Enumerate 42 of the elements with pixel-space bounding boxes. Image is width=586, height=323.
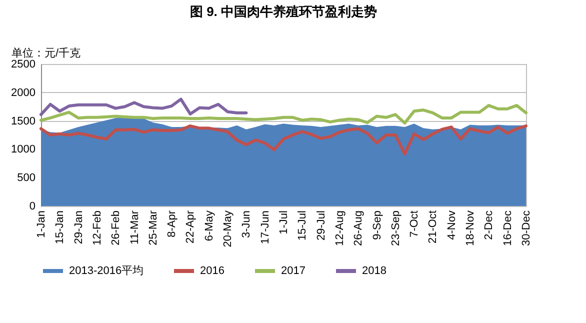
y-tick-label: 1000 xyxy=(11,144,36,156)
x-tick-label: 15-Jul xyxy=(296,210,309,240)
x-tick-label: 26-Aug xyxy=(352,210,365,246)
x-tick-label: 6-May xyxy=(203,210,216,242)
x-tick-label: 29-Jul xyxy=(315,210,328,240)
x-tick-label: 25-Mar xyxy=(147,210,160,246)
legend-label: 2018 xyxy=(362,265,386,277)
x-tick-label: 2-Dec xyxy=(483,210,496,240)
x-tick-label: 29-Jan xyxy=(72,210,85,244)
x-tick-label: 11-Mar xyxy=(128,210,141,245)
line-series xyxy=(40,124,528,156)
x-tick-label: 21-Oct xyxy=(427,210,440,244)
y-tick-label: 1500 xyxy=(11,115,36,128)
x-tick-label: 1-Jan xyxy=(36,210,48,238)
line-series xyxy=(40,104,528,125)
line-series xyxy=(40,98,248,116)
y-tick-label: 500 xyxy=(17,172,36,184)
y-axis-title: 单位：元/千克 xyxy=(12,46,81,60)
x-tick-label: 12-Aug xyxy=(334,210,346,246)
x-tick-label: 7-Oct xyxy=(408,210,421,238)
x-tick-label: 12-Feb xyxy=(91,210,104,246)
legend-label: 2016 xyxy=(200,265,224,277)
x-tick-label: 23-Sep xyxy=(390,210,402,246)
x-tick-label: 22-Apr xyxy=(184,210,197,244)
x-tick-label: 16-Dec xyxy=(502,210,514,246)
x-tick-label: 26-Feb xyxy=(110,210,122,246)
chart-title: 图 9. 中国肉牛养殖环节盈利走势 xyxy=(190,4,378,19)
y-tick-label: 2500 xyxy=(11,58,36,70)
legend-label: 2013-2016平均 xyxy=(69,265,144,277)
x-tick-label: 18-Nov xyxy=(464,210,477,246)
x-tick-label: 9-Sep xyxy=(371,210,384,240)
x-tick-label: 1-Jul xyxy=(278,210,290,234)
x-tick-label: 4-Nov xyxy=(446,210,458,240)
x-tick-label: 30-Dec xyxy=(520,210,532,246)
x-tick-label: 15-Jan xyxy=(54,210,66,244)
y-tick-label: 0 xyxy=(29,200,36,212)
x-tick-label: 20-May xyxy=(222,210,234,248)
x-tick-label: 3-Jun xyxy=(240,210,253,238)
legend-label: 2017 xyxy=(281,265,306,277)
y-tick-label: 2000 xyxy=(11,86,36,99)
x-tick-label: 17-Jun xyxy=(259,210,272,244)
x-tick-label: 8-Apr xyxy=(166,210,178,238)
